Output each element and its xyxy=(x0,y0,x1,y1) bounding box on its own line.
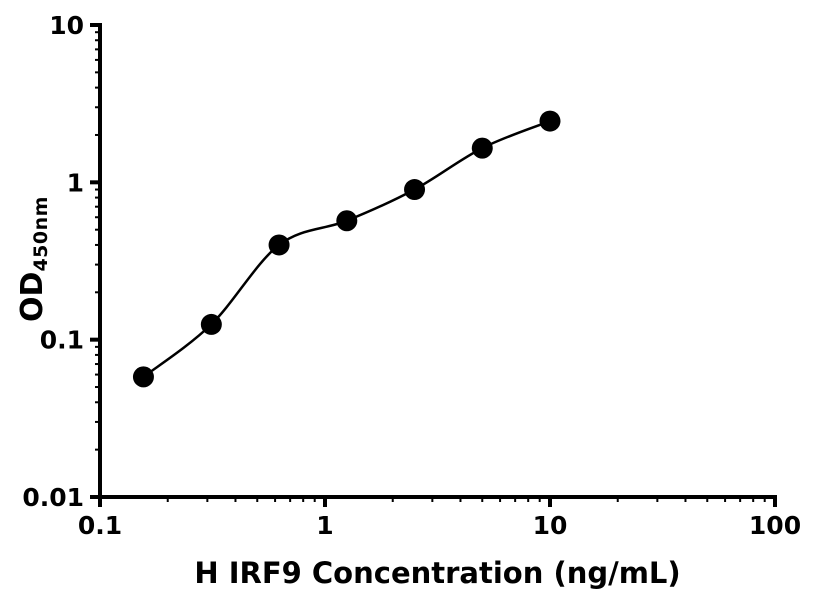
data-point xyxy=(132,366,154,388)
data-point xyxy=(471,137,493,159)
data-point xyxy=(336,210,358,232)
fit-curve xyxy=(142,119,551,378)
y-tick-label: 0.01 xyxy=(22,483,84,512)
y-axis-title-main: OD xyxy=(15,271,50,322)
x-axis-title: H IRF9 Concentration (ng/mL) xyxy=(194,556,681,590)
x-tick-label: 10 xyxy=(533,511,568,540)
y-axis-title-sub: 450nm xyxy=(30,196,52,272)
y-tick-label: 10 xyxy=(49,11,84,40)
data-point xyxy=(539,110,561,132)
x-tick-label: 0.1 xyxy=(78,511,122,540)
x-tick-label: 1 xyxy=(316,511,333,540)
y-tick-label: 0.1 xyxy=(40,326,84,355)
x-tick-label: 100 xyxy=(749,511,801,540)
y-tick-label: 1 xyxy=(67,168,84,197)
data-point xyxy=(404,179,426,201)
data-point xyxy=(200,313,222,335)
y-axis-title: OD450nm xyxy=(12,169,54,349)
data-point xyxy=(268,234,290,256)
